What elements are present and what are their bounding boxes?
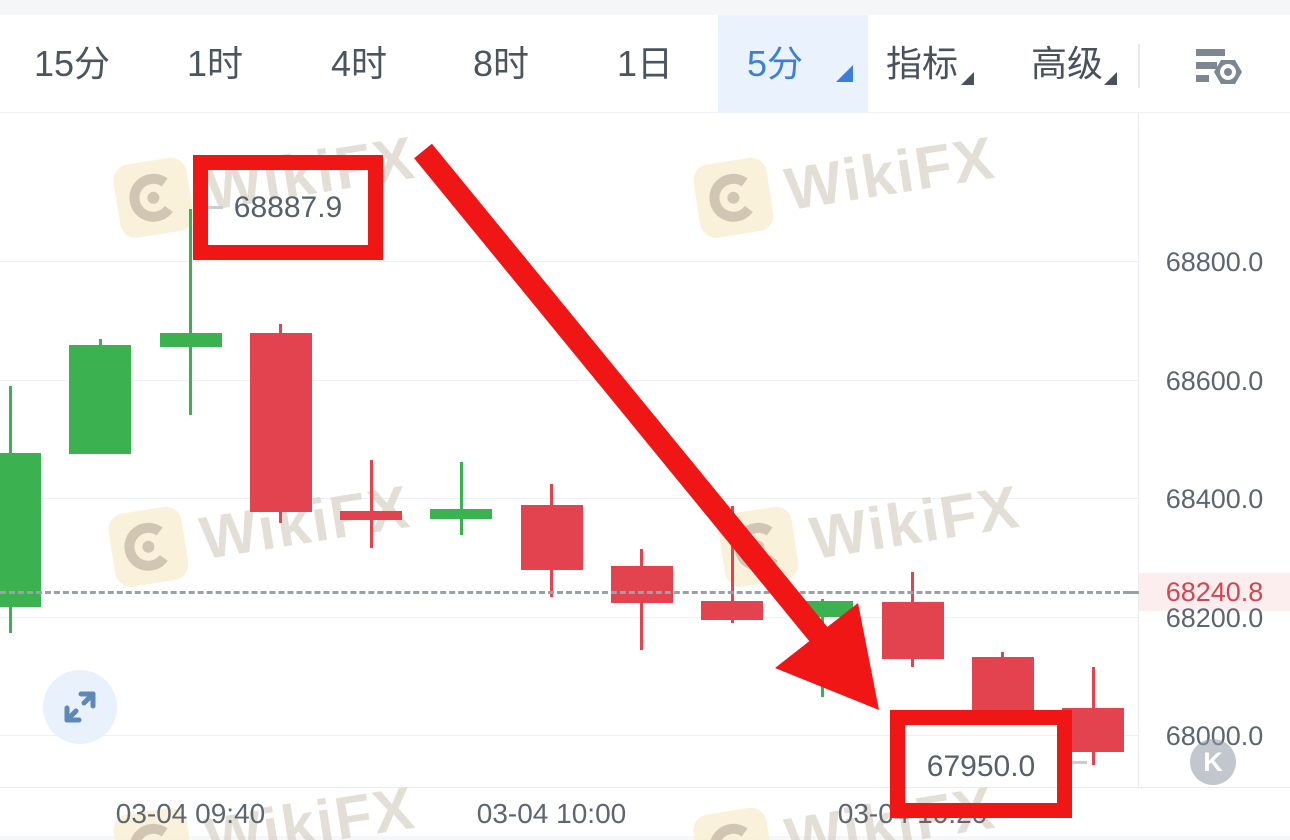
candle-body — [340, 511, 402, 521]
k-logo-badge: K — [1190, 739, 1236, 785]
dropdown-triangle-icon — [961, 72, 974, 85]
low-price-label: 67950.0 — [926, 750, 1036, 783]
candle-body — [0, 453, 41, 607]
dropdown-triangle-icon — [836, 65, 853, 82]
chart-settings-icon[interactable] — [1194, 46, 1244, 88]
toolbar-divider — [1138, 44, 1140, 88]
bottom-strip — [0, 836, 1290, 840]
tab-5min-active[interactable]: 5分 — [718, 15, 868, 113]
candle-wick — [189, 209, 192, 416]
y-axis-label: 68600.0 — [1165, 366, 1264, 396]
status-strip — [0, 0, 1290, 15]
high-price-tick — [197, 206, 223, 209]
dropdown-triangle-icon — [1104, 72, 1117, 85]
candle-body — [1062, 708, 1124, 753]
tab-4hour[interactable]: 4时 — [330, 43, 388, 84]
candle-body — [881, 602, 944, 659]
fullscreen-expand-button[interactable] — [43, 670, 117, 744]
candle-body — [159, 333, 222, 347]
x-axis-label: 03-04 10:00 — [476, 798, 627, 829]
tab-15min[interactable]: 15分 — [33, 43, 111, 84]
indicators-menu[interactable]: 指标 — [885, 43, 958, 84]
timeframe-toolbar: 15分 1时 4时 8时 1日 5分 指标 高级 — [0, 15, 1290, 113]
y-axis-label: 68800.0 — [1165, 247, 1264, 277]
current-price-tick — [1124, 591, 1140, 594]
high-price-label: 68887.9 — [233, 191, 343, 224]
current-price-badge: 68240.8 — [1139, 573, 1290, 611]
expand-arrows-icon — [64, 691, 96, 723]
candle-body — [69, 345, 132, 454]
advanced-menu[interactable]: 高级 — [1030, 43, 1103, 84]
y-axis-label: 68200.0 — [1165, 603, 1264, 633]
price-axis-border — [1138, 113, 1139, 787]
gridline — [0, 735, 1138, 736]
low-price-tick — [1060, 761, 1087, 764]
candle-wick — [369, 460, 373, 549]
tab-1day[interactable]: 1日 — [616, 43, 674, 84]
x-axis-label: 03-04 09:40 — [115, 798, 266, 829]
y-axis-label: 68400.0 — [1165, 484, 1264, 514]
candle-body — [249, 333, 312, 513]
tab-1hour[interactable]: 1时 — [186, 43, 244, 84]
tab-8hour[interactable]: 8时 — [472, 43, 530, 84]
time-axis-border — [0, 787, 1290, 788]
candle-body — [971, 657, 1034, 714]
